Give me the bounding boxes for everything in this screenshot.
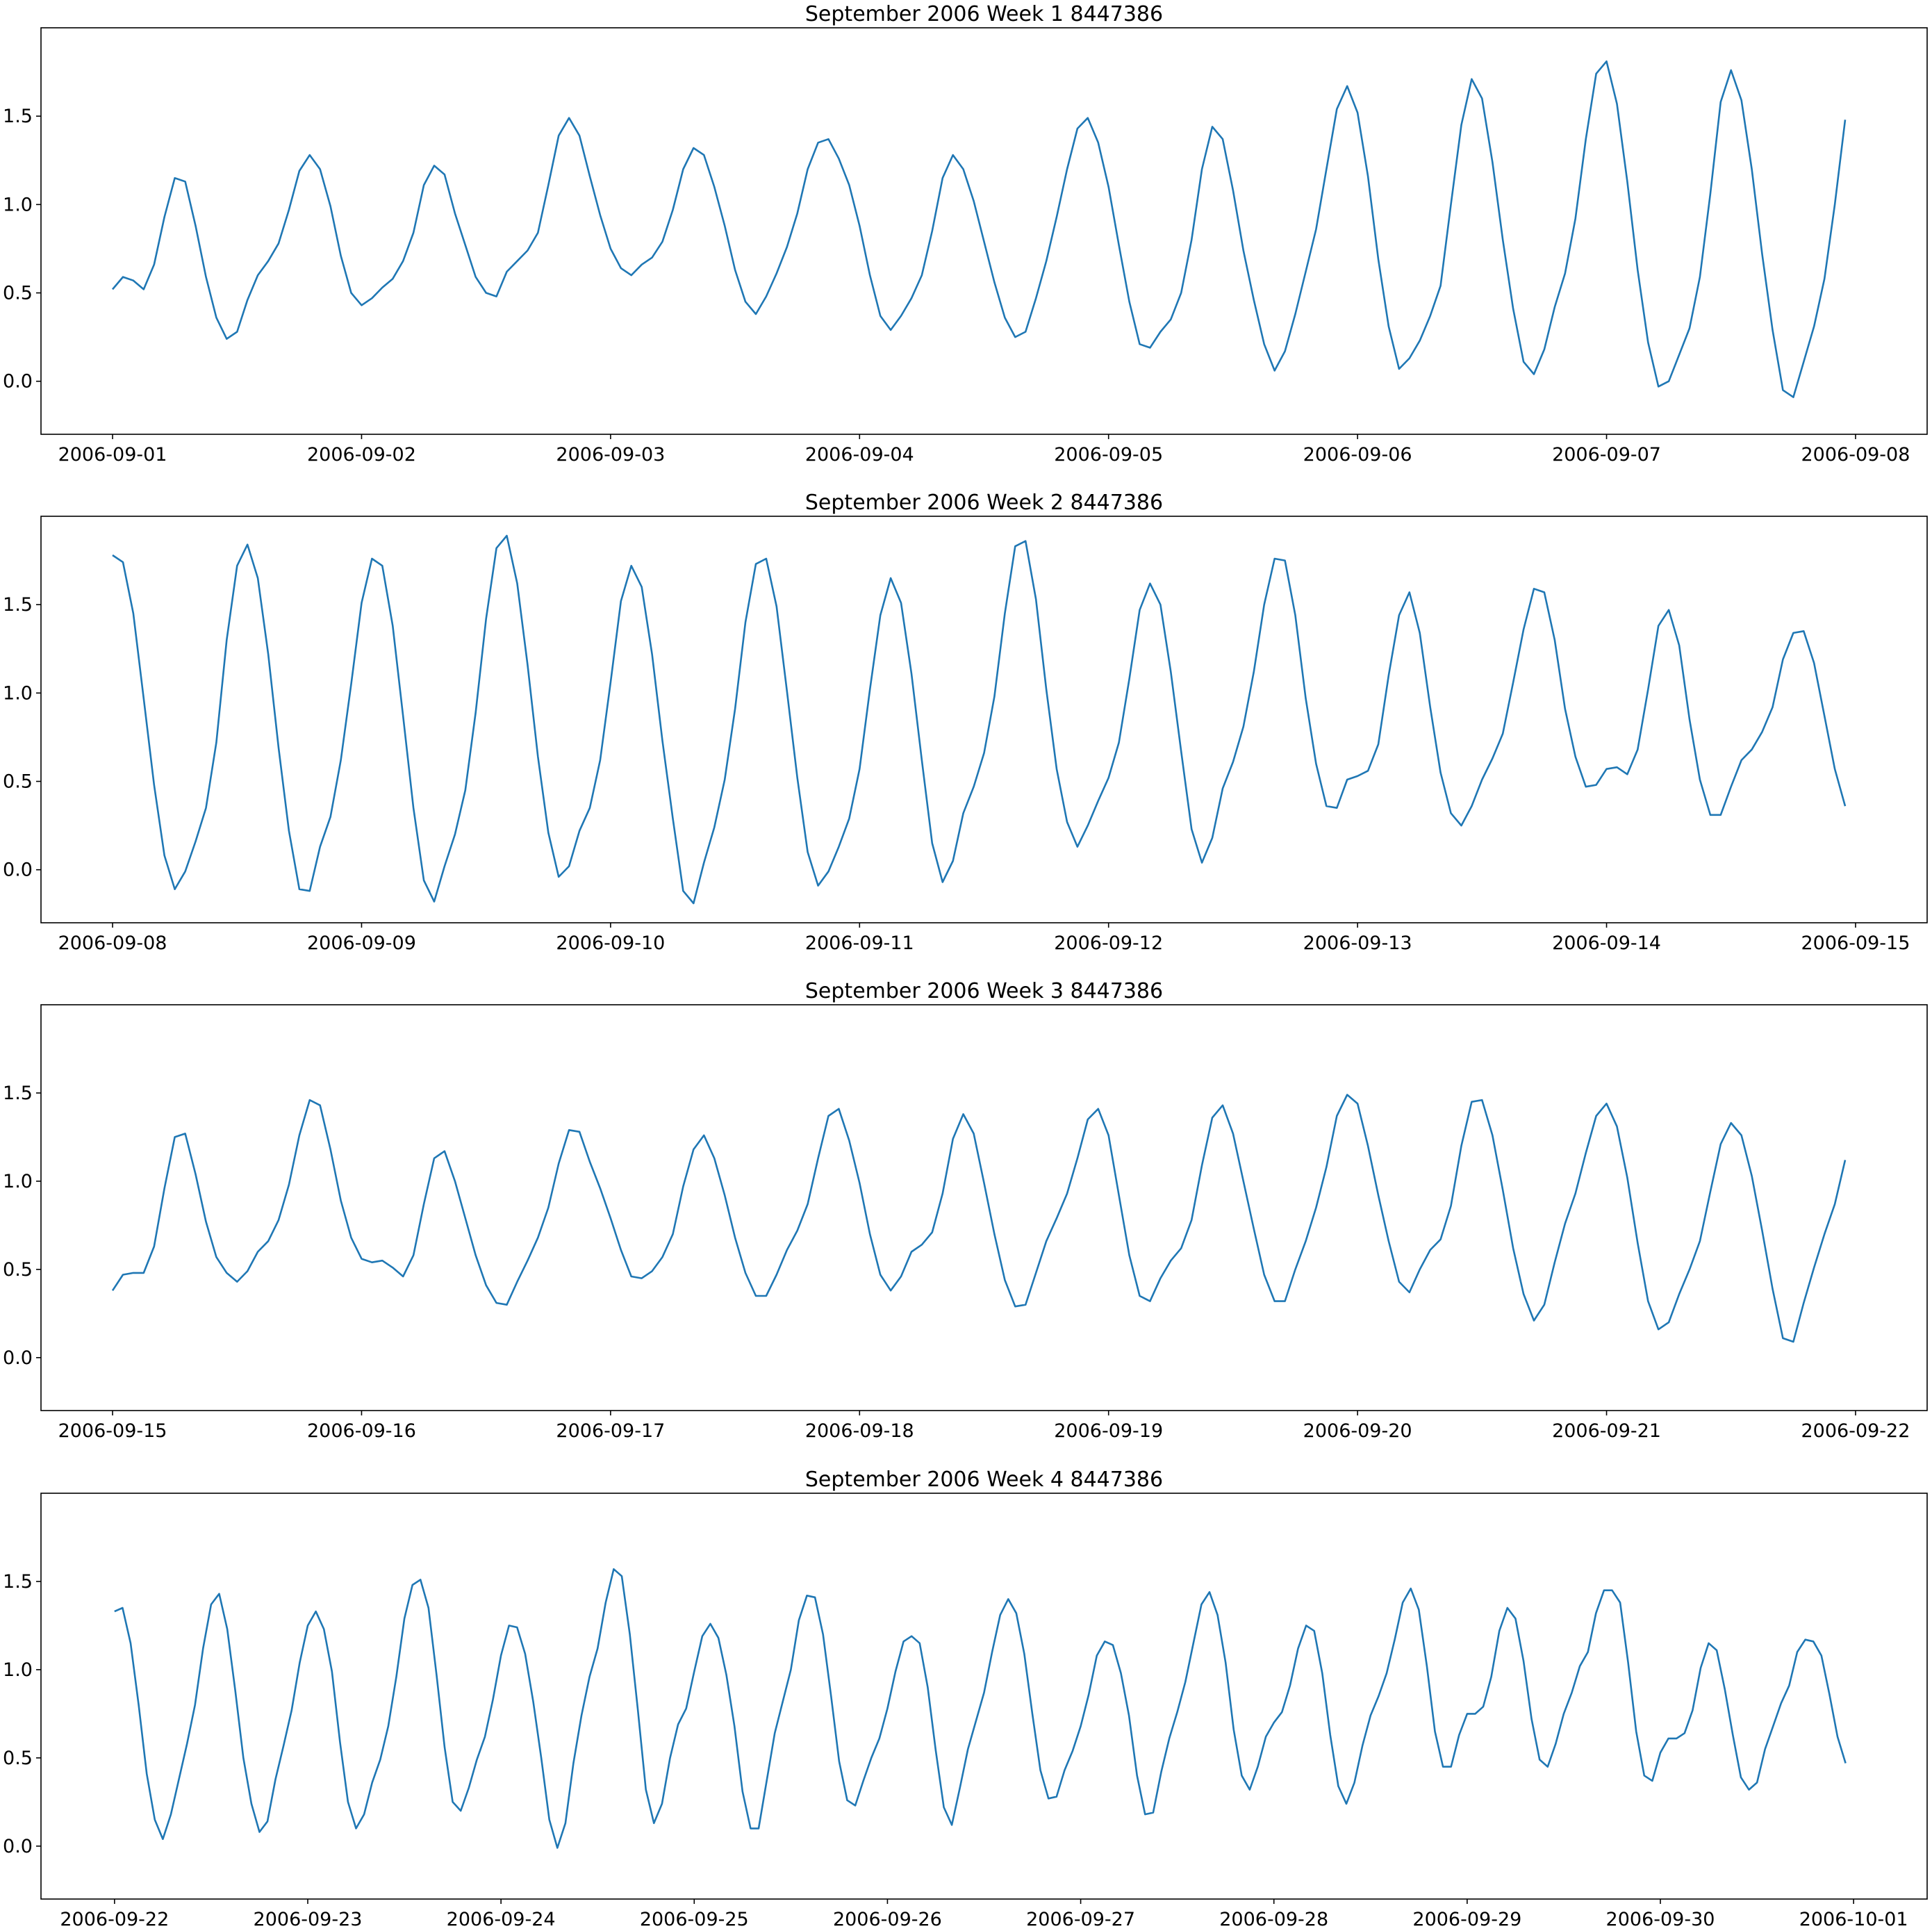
x-tick-label: 2006-09-08 bbox=[58, 932, 167, 954]
y-axis: 0.0 0.5 1.0 1.5 bbox=[3, 594, 41, 881]
y-tick-label: 0.0 bbox=[3, 371, 33, 393]
subplot-title: September 2006 Week 2 8447386 bbox=[805, 491, 1163, 515]
x-tick-label: 2006-09-22 bbox=[60, 1909, 169, 1930]
x-tick-label: 2006-09-13 bbox=[1303, 932, 1412, 954]
x-tick-label: 2006-09-07 bbox=[1552, 444, 1661, 466]
x-tick-label: 2006-09-30 bbox=[1606, 1909, 1715, 1930]
subplot-title: September 2006 Week 4 8447386 bbox=[805, 1468, 1163, 1492]
subplot-title: September 2006 Week 3 8447386 bbox=[805, 979, 1163, 1003]
axes-frame bbox=[40, 1004, 1928, 1411]
y-tick-label: 0.5 bbox=[3, 1748, 33, 1769]
y-tick-label: 0.0 bbox=[3, 1836, 33, 1857]
x-tick-label: 2006-09-04 bbox=[805, 444, 914, 466]
subplot-week-4: September 2006 Week 4 8447386 2006-09-22… bbox=[3, 1468, 1928, 1930]
series-line bbox=[112, 60, 1847, 398]
y-tick-label: 1.5 bbox=[3, 106, 33, 127]
x-tick-label: 2006-09-23 bbox=[254, 1909, 363, 1930]
x-tick-label: 2006-09-20 bbox=[1303, 1420, 1412, 1442]
y-tick-label: 1.5 bbox=[3, 594, 33, 616]
x-tick-label: 2006-09-28 bbox=[1219, 1909, 1328, 1930]
x-tick-label: 2006-09-12 bbox=[1054, 932, 1163, 954]
x-axis: 2006-09-01 2006-09-02 2006-09-03 2006-09-04… bbox=[58, 434, 1910, 466]
x-tick-label: 2006-09-25 bbox=[640, 1909, 749, 1930]
x-tick-label: 2006-09-19 bbox=[1054, 1420, 1163, 1442]
series-line bbox=[112, 534, 1847, 905]
y-tick-label: 0.0 bbox=[3, 860, 33, 881]
x-tick-label: 2006-09-09 bbox=[307, 932, 416, 954]
y-tick-label: 0.5 bbox=[3, 283, 33, 304]
subplot-title: September 2006 Week 1 8447386 bbox=[805, 2, 1163, 26]
axes-frame bbox=[40, 27, 1928, 435]
subplot-week-1: September 2006 Week 1 8447386 2006-09-01… bbox=[3, 2, 1928, 466]
x-tick-label: 2006-09-02 bbox=[307, 444, 416, 466]
y-axis: 0.0 0.5 1.0 1.5 bbox=[3, 1571, 41, 1857]
x-tick-label: 2006-09-06 bbox=[1303, 444, 1412, 466]
x-tick-label: 2006-09-17 bbox=[556, 1420, 665, 1442]
x-tick-label: 2006-09-08 bbox=[1801, 444, 1910, 466]
y-tick-label: 1.0 bbox=[3, 194, 33, 215]
x-tick-label: 2006-09-24 bbox=[447, 1909, 556, 1930]
subplot-week-2: September 2006 Week 2 8447386 2006-09-08… bbox=[3, 491, 1928, 954]
x-tick-label: 2006-09-03 bbox=[556, 444, 665, 466]
y-tick-label: 1.5 bbox=[3, 1571, 33, 1593]
axes-frame bbox=[40, 516, 1928, 923]
series-line bbox=[111, 1094, 1847, 1343]
x-tick-label: 2006-09-22 bbox=[1801, 1420, 1910, 1442]
x-tick-label: 2006-09-27 bbox=[1026, 1909, 1135, 1930]
y-axis: 0.0 0.5 1.0 1.5 bbox=[3, 1083, 41, 1369]
y-tick-label: 1.0 bbox=[3, 1659, 33, 1681]
y-tick-label: 0.0 bbox=[3, 1347, 33, 1369]
y-tick-label: 1.0 bbox=[3, 1171, 33, 1192]
y-tick-label: 0.5 bbox=[3, 771, 33, 793]
x-axis: 2006-09-15 2006-09-16 2006-09-17 2006-09-18… bbox=[58, 1411, 1910, 1442]
x-tick-label: 2006-09-29 bbox=[1412, 1909, 1521, 1930]
x-tick-label: 2006-09-16 bbox=[307, 1420, 416, 1442]
y-tick-label: 0.5 bbox=[3, 1259, 33, 1281]
x-tick-label: 2006-09-05 bbox=[1054, 444, 1163, 466]
x-tick-label: 2006-09-14 bbox=[1552, 932, 1661, 954]
x-axis: 2006-09-22 2006-09-23 2006-09-24 2006-09-25… bbox=[60, 1899, 1908, 1930]
x-axis: 2006-09-08 2006-09-09 2006-09-10 2006-09-11… bbox=[58, 923, 1910, 954]
x-tick-label: 2006-09-01 bbox=[58, 444, 167, 466]
x-tick-label: 2006-09-15 bbox=[58, 1420, 167, 1442]
subplot-week-3: September 2006 Week 3 8447386 2006-09-15… bbox=[3, 979, 1928, 1442]
x-tick-label: 2006-09-15 bbox=[1801, 932, 1910, 954]
x-tick-label: 2006-09-21 bbox=[1552, 1420, 1661, 1442]
x-tick-label: 2006-10-01 bbox=[1799, 1909, 1908, 1930]
y-axis: 0.0 0.5 1.0 1.5 bbox=[3, 106, 41, 393]
x-tick-label: 2006-09-26 bbox=[833, 1909, 942, 1930]
x-tick-label: 2006-09-10 bbox=[556, 932, 665, 954]
series-line bbox=[114, 1568, 1847, 1849]
y-tick-label: 1.5 bbox=[3, 1083, 33, 1104]
x-tick-label: 2006-09-11 bbox=[805, 932, 914, 954]
axes-frame bbox=[40, 1493, 1928, 1900]
y-tick-label: 1.0 bbox=[3, 682, 33, 704]
x-tick-label: 2006-09-18 bbox=[805, 1420, 914, 1442]
